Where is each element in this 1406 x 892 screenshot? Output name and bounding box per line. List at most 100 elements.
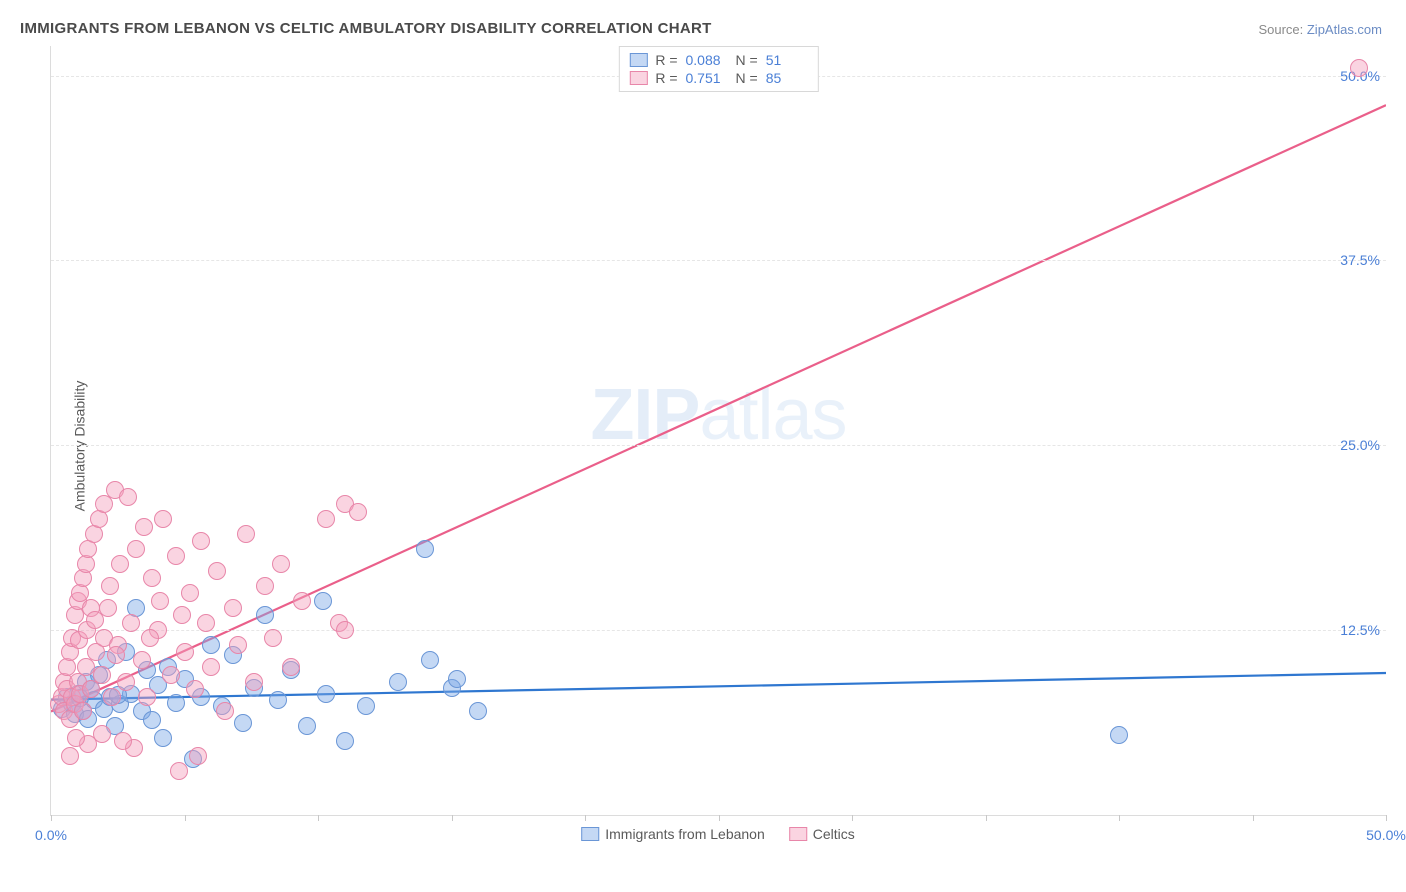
- scatter-point: [135, 518, 153, 536]
- legend-swatch: [629, 71, 647, 85]
- y-tick-label: 25.0%: [1340, 437, 1380, 453]
- scatter-point: [133, 651, 151, 669]
- scatter-point: [167, 547, 185, 565]
- legend-n-label: N =: [736, 70, 758, 86]
- scatter-point: [416, 540, 434, 558]
- scatter-point: [264, 629, 282, 647]
- scatter-point: [82, 680, 100, 698]
- scatter-point: [1110, 726, 1128, 744]
- legend-r-label: R =: [655, 70, 677, 86]
- x-tick-mark: [51, 815, 52, 821]
- gridline: [51, 445, 1386, 446]
- scatter-point: [293, 592, 311, 610]
- legend-swatch: [581, 827, 599, 841]
- x-tick-mark: [318, 815, 319, 821]
- scatter-point: [237, 525, 255, 543]
- source-link[interactable]: ZipAtlas.com: [1307, 22, 1382, 37]
- scatter-point: [1350, 59, 1368, 77]
- legend-swatch: [789, 827, 807, 841]
- scatter-point: [117, 673, 135, 691]
- scatter-point: [67, 729, 85, 747]
- scatter-point: [127, 540, 145, 558]
- scatter-point: [245, 673, 263, 691]
- scatter-point: [176, 643, 194, 661]
- gridline: [51, 630, 1386, 631]
- scatter-point: [336, 732, 354, 750]
- scatter-point: [202, 658, 220, 676]
- x-tick-mark: [1253, 815, 1254, 821]
- scatter-point: [143, 711, 161, 729]
- scatter-point: [111, 555, 129, 573]
- x-tick-mark: [986, 815, 987, 821]
- scatter-point: [357, 697, 375, 715]
- scatter-point: [107, 646, 125, 664]
- scatter-point: [154, 510, 172, 528]
- scatter-point: [314, 592, 332, 610]
- scatter-point: [189, 747, 207, 765]
- scatter-point: [208, 562, 226, 580]
- scatter-point: [61, 747, 79, 765]
- x-tick-mark: [585, 815, 586, 821]
- scatter-point: [197, 614, 215, 632]
- scatter-point: [256, 577, 274, 595]
- legend-series: Immigrants from Lebanon Celtics: [581, 826, 855, 842]
- x-tick-mark: [719, 815, 720, 821]
- scatter-point: [234, 714, 252, 732]
- legend-n-value: 51: [766, 52, 808, 68]
- legend-stats: R = 0.088N = 51R = 0.751N = 85: [618, 46, 818, 92]
- scatter-point: [256, 606, 274, 624]
- scatter-point: [192, 532, 210, 550]
- source-prefix: Source:: [1258, 22, 1306, 37]
- x-tick-label: 0.0%: [35, 827, 67, 843]
- scatter-point: [170, 762, 188, 780]
- scatter-point: [448, 670, 466, 688]
- x-tick-mark: [852, 815, 853, 821]
- legend-label: Immigrants from Lebanon: [605, 826, 765, 842]
- legend-r-value: 0.751: [686, 70, 728, 86]
- scatter-point: [336, 621, 354, 639]
- legend-stat-row: R = 0.088N = 51: [629, 51, 807, 69]
- scatter-point: [298, 717, 316, 735]
- legend-n-label: N =: [736, 52, 758, 68]
- scatter-point: [122, 614, 140, 632]
- y-tick-label: 12.5%: [1340, 622, 1380, 638]
- scatter-point: [317, 510, 335, 528]
- legend-entry: Celtics: [789, 826, 855, 842]
- scatter-point: [103, 688, 121, 706]
- scatter-point: [349, 503, 367, 521]
- scatter-point: [216, 702, 234, 720]
- scatter-point: [74, 702, 92, 720]
- x-tick-mark: [1386, 815, 1387, 821]
- gridline: [51, 260, 1386, 261]
- scatter-point: [173, 606, 191, 624]
- scatter-point: [167, 694, 185, 712]
- scatter-point: [269, 691, 287, 709]
- regression-line: [51, 105, 1386, 711]
- watermark: ZIPatlas: [590, 374, 846, 456]
- scatter-point: [224, 599, 242, 617]
- x-tick-mark: [185, 815, 186, 821]
- scatter-point: [282, 658, 300, 676]
- scatter-point: [141, 629, 159, 647]
- page-title: IMMIGRANTS FROM LEBANON VS CELTIC AMBULA…: [20, 20, 712, 37]
- x-tick-mark: [452, 815, 453, 821]
- scatter-point: [119, 488, 137, 506]
- scatter-point: [99, 599, 117, 617]
- x-tick-mark: [1119, 815, 1120, 821]
- scatter-point: [101, 577, 119, 595]
- scatter-point: [162, 666, 180, 684]
- x-tick-label: 50.0%: [1366, 827, 1406, 843]
- legend-swatch: [629, 53, 647, 67]
- scatter-point: [95, 495, 113, 513]
- chart-container: ZIPatlas R = 0.088N = 51R = 0.751N = 85 …: [50, 46, 1386, 846]
- regression-lines: [51, 46, 1386, 815]
- scatter-point: [154, 729, 172, 747]
- scatter-point: [186, 680, 204, 698]
- legend-entry: Immigrants from Lebanon: [581, 826, 765, 842]
- legend-label: Celtics: [813, 826, 855, 842]
- scatter-point: [272, 555, 290, 573]
- scatter-point: [181, 584, 199, 602]
- legend-r-value: 0.088: [686, 52, 728, 68]
- legend-stat-row: R = 0.751N = 85: [629, 69, 807, 87]
- scatter-point: [138, 688, 156, 706]
